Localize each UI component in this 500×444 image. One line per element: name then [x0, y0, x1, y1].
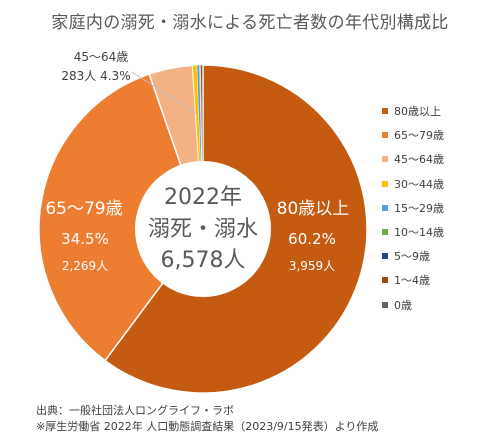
slice-label-80-percent: 60.2%: [288, 230, 336, 248]
legend-label: 15～29歳: [394, 201, 444, 215]
legend-swatch: [382, 229, 388, 236]
legend-item: 0歳: [382, 293, 444, 317]
legend-item: 30～44歳: [382, 172, 444, 196]
legend-label: 0歳: [394, 298, 412, 312]
legend-label: 30～44歳: [394, 177, 444, 191]
legend-label: 10～14歳: [394, 226, 444, 240]
slice-label-80-count: 3,959人: [289, 259, 335, 273]
pie-slice-8: [202, 64, 204, 230]
chart-title: 家庭内の溺死・溺水による死亡者数の年代別構成比: [51, 13, 449, 33]
center-hole: [135, 161, 271, 297]
legend-label: 80歳以上: [394, 105, 441, 119]
legend-swatch: [382, 156, 388, 163]
center-total: 6,578人: [161, 248, 246, 273]
legend-item: 5～9歳: [382, 244, 444, 268]
legend: 80歳以上 65～79歳 45～64歳 30～44歳 15～29歳 10～14歳 5～9歳 1…: [382, 99, 444, 317]
legend-swatch: [382, 132, 388, 139]
legend-swatch: [382, 277, 388, 284]
legend-item: 1～4歳: [382, 268, 444, 292]
legend-label: 45～64歳: [394, 153, 444, 167]
legend-swatch: [382, 180, 388, 187]
legend-item: 80歳以上: [382, 99, 444, 123]
slice-label-65-count: 2,269人: [62, 259, 108, 273]
slice-label-45-count-percent: 283人 4.3%: [61, 69, 130, 83]
legend-swatch: [382, 301, 388, 308]
slice-label-65-percent: 34.5%: [61, 230, 109, 248]
legend-item: 10～14歳: [382, 220, 444, 244]
legend-swatch: [382, 108, 388, 115]
pie-slice-1: [38, 73, 204, 362]
slice-label-80-name: 80歳以上: [277, 199, 350, 219]
legend-label: 5～9歳: [394, 250, 430, 264]
center-year: 2022年: [164, 185, 242, 210]
legend-item: 45～64歳: [382, 147, 444, 171]
legend-item: 15～29歳: [382, 196, 444, 220]
slice-label-45-name: 45～64歳: [74, 50, 129, 64]
slice-label-65-name: 65～79歳: [45, 199, 122, 219]
legend-label: 1～4歳: [394, 274, 430, 288]
note-text: ※厚生労働省 2022年 人口動態調査結果（2023/9/15発表）より作成: [36, 420, 379, 433]
legend-label: 65～79歳: [394, 129, 444, 143]
legend-swatch: [382, 253, 388, 260]
center-label: 溺死・溺水: [148, 217, 258, 242]
leader-line: [131, 71, 198, 115]
legend-swatch: [382, 204, 388, 211]
source-text: 出典：一般社団法人ロングライフ・ラボ: [36, 404, 234, 417]
legend-item: 65～79歳: [382, 123, 444, 147]
